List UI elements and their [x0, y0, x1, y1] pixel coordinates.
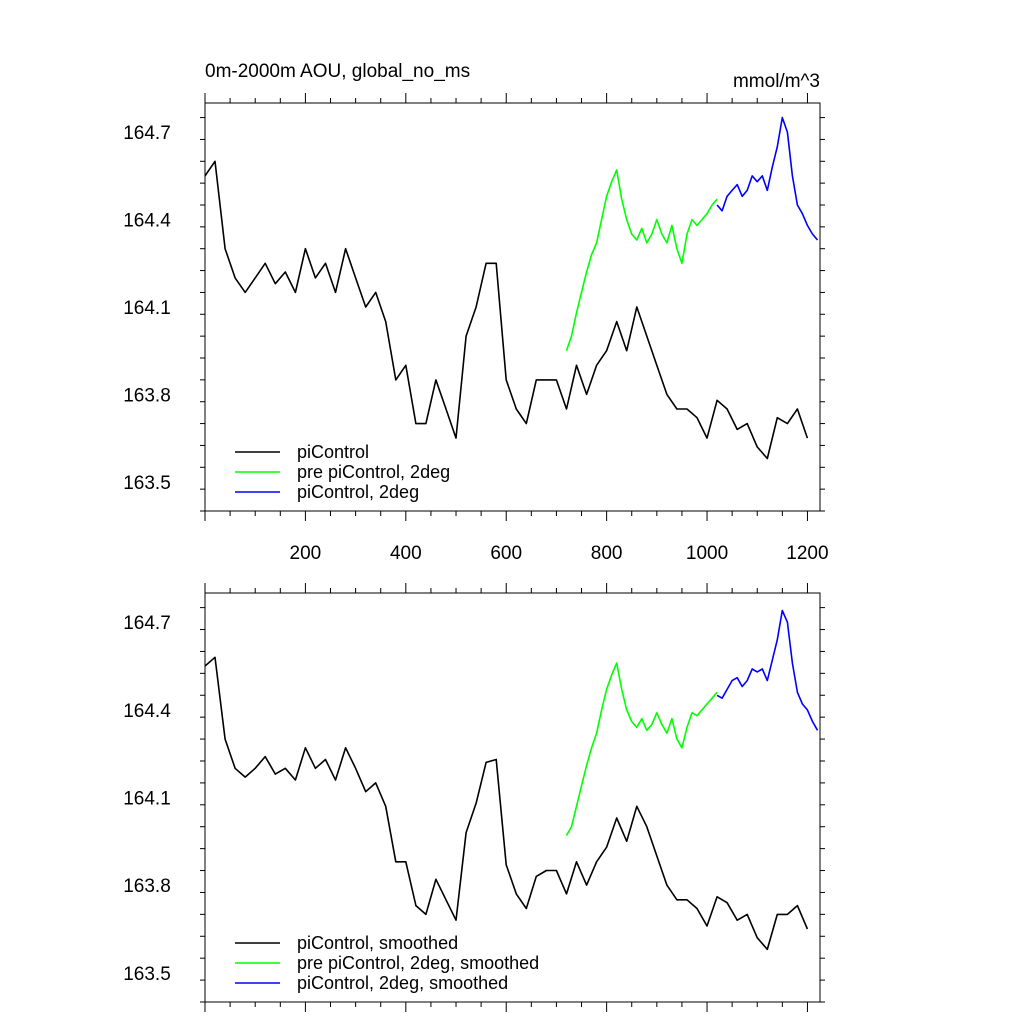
series-line-1: [205, 160, 809, 460]
x-tick-label: 1000: [686, 543, 728, 564]
legend-label-2: pre piControl, 2deg, smoothed: [297, 953, 539, 973]
x-tick-label: 400: [390, 543, 422, 564]
chart-panel-2: 163.5 163.8 164.1 164.4 164.7 piControl, smoo…: [123, 583, 825, 1012]
series-line-3: [716, 116, 819, 241]
y-tick-label: 164.4: [123, 211, 171, 232]
y-tick-label: 163.8: [123, 385, 171, 406]
y-tick-label: 164.1: [123, 789, 171, 810]
plot-frame: [204, 592, 821, 1003]
x-tick-label: 1200: [786, 543, 828, 564]
series-line-3: [716, 609, 819, 731]
y-tick-label: 164.4: [123, 701, 171, 722]
chart-units: mmol/m^3: [733, 71, 820, 92]
legend-label-1: piControl: [297, 442, 369, 462]
series-group: [205, 116, 819, 460]
legend-label-1: piControl, smoothed: [297, 933, 458, 953]
y-tick-label: 164.7: [123, 123, 171, 144]
y-tick-label: 163.8: [123, 876, 171, 897]
y-tick-label: 163.5: [123, 473, 171, 494]
legend-label-2: pre piControl, 2deg: [297, 462, 450, 482]
y-tick-label: 164.1: [123, 298, 171, 319]
series-group: [205, 609, 819, 951]
y-tick-label: 163.5: [123, 964, 171, 985]
legend-label-3: piControl, 2deg, smoothed: [297, 973, 508, 993]
x-tick-label: 600: [490, 543, 522, 564]
series-line-2: [565, 662, 718, 836]
y-tick-label: 164.7: [123, 613, 171, 634]
chart-title: 0m-2000m AOU, global_no_ms: [205, 61, 470, 82]
series-line-1: [205, 656, 809, 951]
legend-label-3: piControl, 2deg: [297, 482, 419, 502]
plot-frame: [204, 102, 821, 512]
series-line-2: [565, 169, 718, 351]
x-tick-label: 800: [591, 543, 623, 564]
x-tick-label: 200: [290, 543, 322, 564]
chart-panel-1: 163.5 163.8 164.1 164.4 164.7 200 400 600 800 100…: [123, 61, 828, 564]
